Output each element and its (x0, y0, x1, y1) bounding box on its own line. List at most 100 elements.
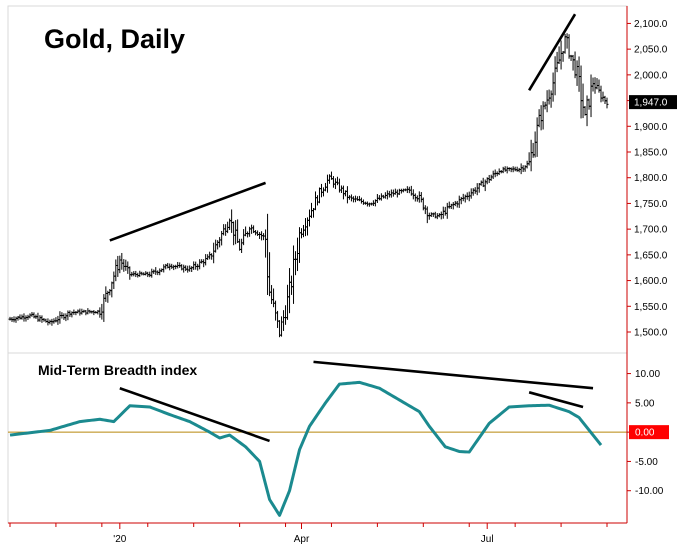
price-bar (483, 179, 487, 192)
breadth-trendline (528, 391, 584, 409)
price-bar (24, 315, 28, 322)
price-bar (575, 60, 579, 86)
price-bar (335, 176, 339, 186)
price-bar (339, 185, 343, 194)
price-bar (64, 313, 68, 322)
price-bar (264, 229, 268, 258)
price-bar (603, 95, 607, 105)
x-tick-label: Apr (294, 534, 310, 545)
price-bar (236, 219, 240, 244)
price-title: Gold, Daily (44, 24, 186, 54)
price-bar (8, 316, 12, 321)
price-bar (419, 192, 423, 203)
price-bar (527, 152, 531, 166)
current-value-badge: 0.00 (629, 425, 669, 440)
price-bar (256, 230, 260, 236)
price-bar (112, 271, 116, 290)
price-bar (168, 263, 172, 271)
price-bar (266, 213, 270, 296)
price-bar (573, 51, 577, 79)
price-bar (222, 224, 226, 236)
price-bar (56, 315, 60, 325)
price-bar (294, 251, 298, 276)
price-bar (593, 77, 597, 94)
price-bar (517, 167, 521, 173)
breadth-tick-label: -10.00 (635, 486, 664, 497)
price-tick-label: 2,000.0 (634, 70, 668, 81)
price-bar (224, 224, 228, 236)
price-bar (605, 97, 609, 109)
x-tick-label: '20 (113, 534, 126, 545)
breadth-series (9, 380, 603, 517)
price-bar (214, 239, 218, 253)
price-bar (461, 193, 465, 202)
price-bar (14, 316, 18, 323)
price-bar (437, 213, 441, 218)
price-bar (302, 224, 306, 238)
price-bar (519, 163, 523, 175)
price-trendlines (109, 13, 577, 242)
price-trendline (109, 181, 267, 242)
price-bar (595, 78, 599, 90)
price-bar (244, 226, 248, 237)
price-bar (551, 72, 555, 102)
price-bar (445, 202, 449, 219)
price-bar (533, 131, 537, 158)
price-bar (230, 209, 234, 233)
price-bar (50, 318, 54, 326)
price-bar (525, 160, 529, 169)
price-bar (194, 261, 198, 270)
price-bar (274, 300, 278, 321)
last-price-badge: 1,947.0 (629, 95, 677, 110)
price-bar (591, 77, 595, 92)
price-bar (278, 320, 282, 338)
price-bar (361, 199, 365, 205)
price-bar (451, 202, 455, 210)
price-bar (240, 238, 244, 253)
price-bar (469, 188, 473, 199)
price-bar (158, 268, 162, 276)
price-bar (401, 188, 405, 193)
price-bar (549, 90, 553, 108)
price-bar (128, 266, 132, 280)
price-bar (182, 264, 186, 273)
price-bar (272, 288, 276, 308)
breadth-line (9, 380, 603, 517)
price-bar (423, 205, 427, 215)
price-bar (441, 206, 445, 219)
price-bar (431, 212, 435, 217)
price-bar (535, 117, 539, 157)
price-bar (242, 229, 246, 246)
price-bar (321, 187, 325, 197)
price-bar (597, 79, 601, 93)
price-bar (487, 174, 491, 184)
price-bar (385, 190, 389, 200)
price-bar (479, 180, 483, 186)
price-bar (391, 189, 395, 197)
price-bar (325, 174, 329, 193)
price-bar (315, 195, 319, 206)
price-bar (118, 255, 122, 274)
price-bar (196, 263, 200, 271)
price-bar (122, 259, 126, 272)
price-bar (509, 167, 513, 173)
price-bar (581, 83, 585, 119)
price-bar (108, 288, 112, 296)
price-bar (186, 265, 190, 273)
price-bar (164, 263, 168, 270)
price-bar (463, 194, 467, 203)
price-bar (443, 206, 447, 216)
price-bar (162, 264, 166, 273)
price-bar (296, 237, 300, 272)
price-bar (411, 189, 415, 200)
current-value-label: 0.00 (635, 428, 655, 439)
price-bar (393, 188, 397, 195)
price-bar (268, 252, 272, 297)
price-bar (513, 166, 517, 172)
price-bar (282, 310, 286, 331)
x-axis: '20 Apr Jul (8, 522, 627, 545)
price-bar (515, 166, 519, 172)
x-tick-label: Jul (481, 534, 494, 545)
price-bar (367, 202, 371, 207)
price-bar (110, 281, 114, 298)
